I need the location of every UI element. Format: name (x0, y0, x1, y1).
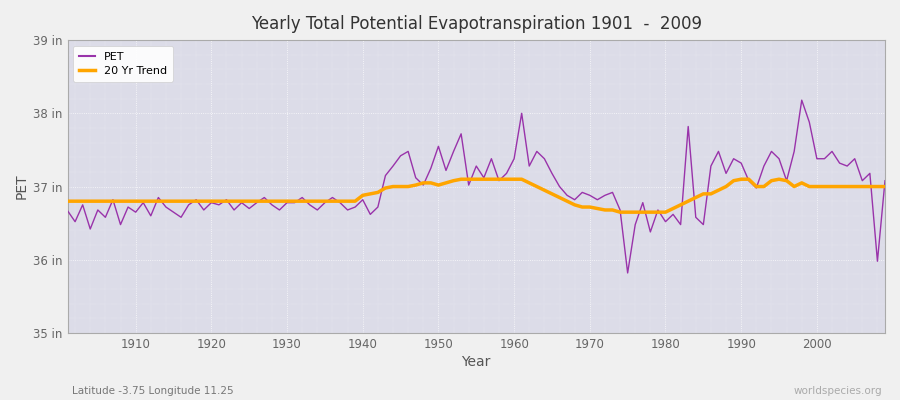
PET (122, 205, 133, 210)
20 Yr Trend (517, 177, 527, 182)
Line: PET: PET (68, 100, 885, 273)
PET (796, 98, 807, 102)
Y-axis label: PET: PET (15, 174, 29, 199)
20 Yr Trend (289, 199, 300, 204)
20 Yr Trend (615, 210, 626, 214)
20 Yr Trend (508, 177, 519, 182)
PET (335, 200, 346, 205)
Title: Yearly Total Potential Evapotranspiration 1901  -  2009: Yearly Total Potential Evapotranspiratio… (251, 15, 702, 33)
Line: 20 Yr Trend: 20 Yr Trend (68, 179, 885, 212)
PET (622, 270, 633, 275)
Text: worldspecies.org: worldspecies.org (794, 386, 882, 396)
20 Yr Trend (335, 199, 346, 204)
PET (62, 208, 73, 213)
PET (879, 178, 890, 183)
PET (289, 200, 300, 205)
20 Yr Trend (122, 199, 133, 204)
Legend: PET, 20 Yr Trend: PET, 20 Yr Trend (73, 46, 173, 82)
PET (501, 171, 512, 176)
20 Yr Trend (608, 208, 618, 212)
Text: Latitude -3.75 Longitude 11.25: Latitude -3.75 Longitude 11.25 (72, 386, 234, 396)
20 Yr Trend (879, 184, 890, 189)
20 Yr Trend (455, 177, 466, 182)
PET (599, 193, 610, 198)
X-axis label: Year: Year (462, 355, 491, 369)
PET (508, 156, 519, 161)
20 Yr Trend (62, 199, 73, 204)
